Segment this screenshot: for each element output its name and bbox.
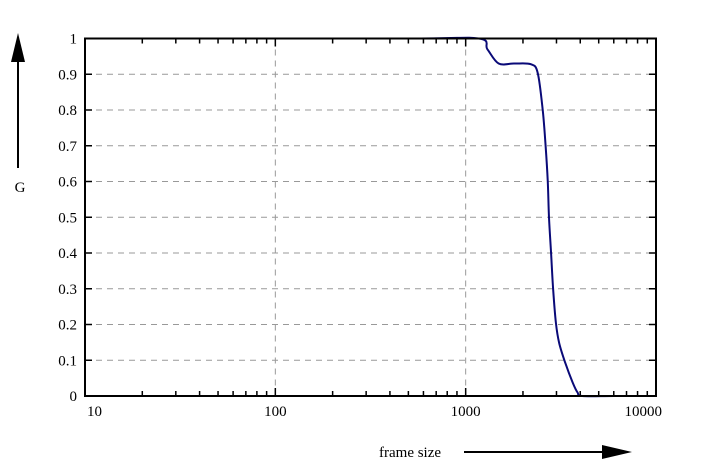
x-tick-label: 100 xyxy=(264,404,287,420)
x-axis-arrow xyxy=(464,445,632,459)
y-tick-label: 0.2 xyxy=(58,318,77,334)
x-tick-label: 1000 xyxy=(451,404,481,420)
y-tick-label: 0.5 xyxy=(58,210,77,226)
y-axis-label: G xyxy=(15,180,26,196)
plot-frame xyxy=(84,37,657,397)
y-tick-label: 0.7 xyxy=(58,139,77,155)
x-axis-label: frame size xyxy=(379,445,441,461)
grid xyxy=(85,38,656,396)
y-tick-label: 0 xyxy=(70,389,78,405)
tick-labels: 0 0.1 0.2 0.3 0.4 0.5 0.6 0.7 0.8 0.9 1 10 100 1000 10… xyxy=(58,32,662,421)
x-tick-label: 10000 xyxy=(625,404,663,420)
y-tick-label: 0.1 xyxy=(58,353,77,369)
y-tick-label: 0.9 xyxy=(58,67,77,83)
y-axis-arrow xyxy=(11,33,25,168)
y-tick-label: 0.8 xyxy=(58,103,77,119)
y-tick-label: 0.4 xyxy=(58,246,77,262)
y-tick-label: 0.3 xyxy=(58,282,77,298)
x-tick-label: 10 xyxy=(87,404,102,420)
y-tick-label: 1 xyxy=(70,32,78,48)
series xyxy=(142,36,656,398)
series-line xyxy=(142,36,656,398)
y-tick-label: 0.6 xyxy=(58,175,77,191)
